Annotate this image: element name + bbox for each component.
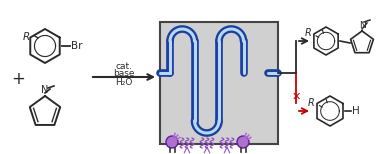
Text: N: N — [41, 85, 49, 95]
Text: +: + — [11, 70, 25, 88]
Circle shape — [166, 136, 178, 148]
Text: base: base — [113, 69, 135, 77]
Text: Br: Br — [71, 41, 82, 51]
Text: cat.: cat. — [116, 61, 133, 71]
Text: R: R — [305, 28, 311, 38]
Text: R: R — [308, 98, 314, 108]
Text: R: R — [22, 32, 29, 42]
Text: ✕: ✕ — [291, 92, 301, 102]
Text: H₂O: H₂O — [115, 77, 133, 87]
Circle shape — [237, 136, 249, 148]
Text: H: H — [352, 106, 360, 116]
Text: N: N — [359, 21, 366, 30]
Bar — [160, 22, 278, 144]
